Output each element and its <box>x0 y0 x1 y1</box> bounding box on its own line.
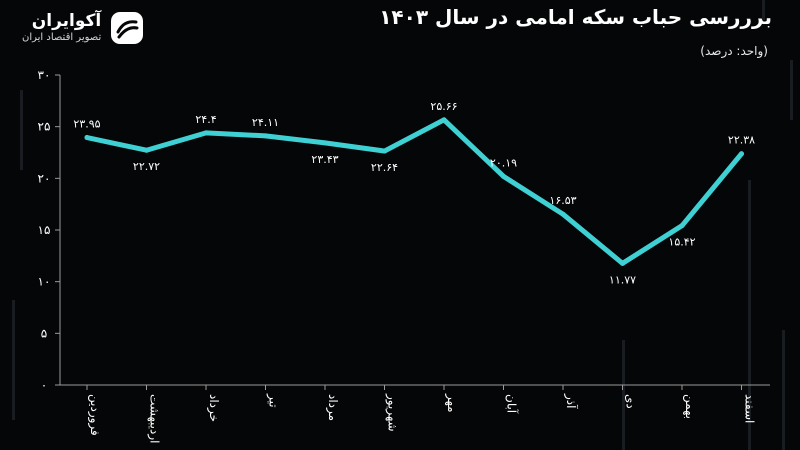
series-line <box>84 117 744 266</box>
y-tick-label: ۲۰ <box>38 171 51 185</box>
data-point <box>441 117 447 123</box>
data-point <box>263 133 268 139</box>
x-axis: فروردین اردیبهشت خرداد تیر مرداد شهریور مهر آبا… <box>60 384 770 443</box>
data-point <box>501 173 506 179</box>
y-tick-label: ۲۵ <box>38 120 51 134</box>
data-point <box>322 140 328 146</box>
data-point <box>203 130 209 136</box>
y-tick-label: ۳۰ <box>38 68 51 82</box>
data-label: ۱۵.۴۲ <box>668 236 695 249</box>
x-tick-label: دی <box>624 394 638 409</box>
x-tick-label: بهمن <box>682 394 697 419</box>
data-point <box>739 151 744 157</box>
data-point <box>679 223 685 229</box>
data-point <box>382 148 387 154</box>
y-tick-label: ۵ <box>41 326 47 340</box>
x-tick-label: اردیبهشت <box>147 394 162 443</box>
brand-logo: آکوایران تصویر اقتصاد ایران <box>22 6 212 50</box>
x-tick-label: مهر <box>444 393 459 413</box>
data-label: ۲۲.۶۴ <box>371 161 398 174</box>
y-tick-label: ۰ <box>41 378 47 392</box>
data-label: ۲۲.۳۸ <box>728 134 755 147</box>
y-tick-label: ۱۰ <box>38 275 51 289</box>
data-label: ۲۳.۴۳ <box>311 153 338 166</box>
y-axis: ۰ ۵ ۱۰ ۱۵ ۲۰ ۲۵ ۳۰ <box>38 68 61 392</box>
data-label: ۲۴.۱۱ <box>252 116 279 129</box>
x-tick-label: تیر <box>266 393 281 408</box>
x-tick-label: اسفند <box>743 394 757 423</box>
data-label: ۱۶.۵۳ <box>549 194 576 207</box>
data-point <box>560 211 566 217</box>
data-point <box>620 260 625 266</box>
data-label: ۲۵.۶۶ <box>430 100 457 113</box>
series-polyline <box>84 117 744 266</box>
data-point <box>144 147 149 153</box>
data-label: ۲۴.۴ <box>195 113 216 126</box>
data-label: ۲۲.۷۲ <box>133 160 160 173</box>
x-tick-label: آذر <box>563 393 579 409</box>
x-tick-label: شهریور <box>385 393 400 432</box>
x-tick-label: فروردین <box>87 394 102 436</box>
data-label: ۱۱.۷۷ <box>609 273 636 286</box>
data-label: ۲۰.۱۹ <box>490 156 517 169</box>
x-tick-label: مرداد <box>325 394 340 421</box>
data-labels: ۲۳.۹۵ ۲۲.۷۲ ۲۴.۴ ۲۴.۱۱ ۲۳.۴۳ ۲۲.۶۴ ۲۵.۶۶ ۲۰.۱۹ ۱… <box>73 100 755 287</box>
brand-tagline: تصویر اقتصاد ایران <box>22 32 102 44</box>
y-tick-label: ۱۵ <box>38 223 51 237</box>
unit-label: (واحد: درصد) <box>700 44 768 58</box>
chart-title: برررسی حباب سکه امامی در سال ۱۴۰۳ <box>379 5 772 29</box>
brand-mark-icon <box>111 12 144 44</box>
x-tick-label: خرداد <box>206 394 221 422</box>
x-tick-label: آبان <box>505 394 520 414</box>
brand-name: آکوایران <box>31 11 102 32</box>
data-point <box>84 135 90 141</box>
data-label: ۲۳.۹۵ <box>73 118 100 131</box>
brand-text: آکوایران تصویر اقتصاد ایران <box>22 12 101 43</box>
